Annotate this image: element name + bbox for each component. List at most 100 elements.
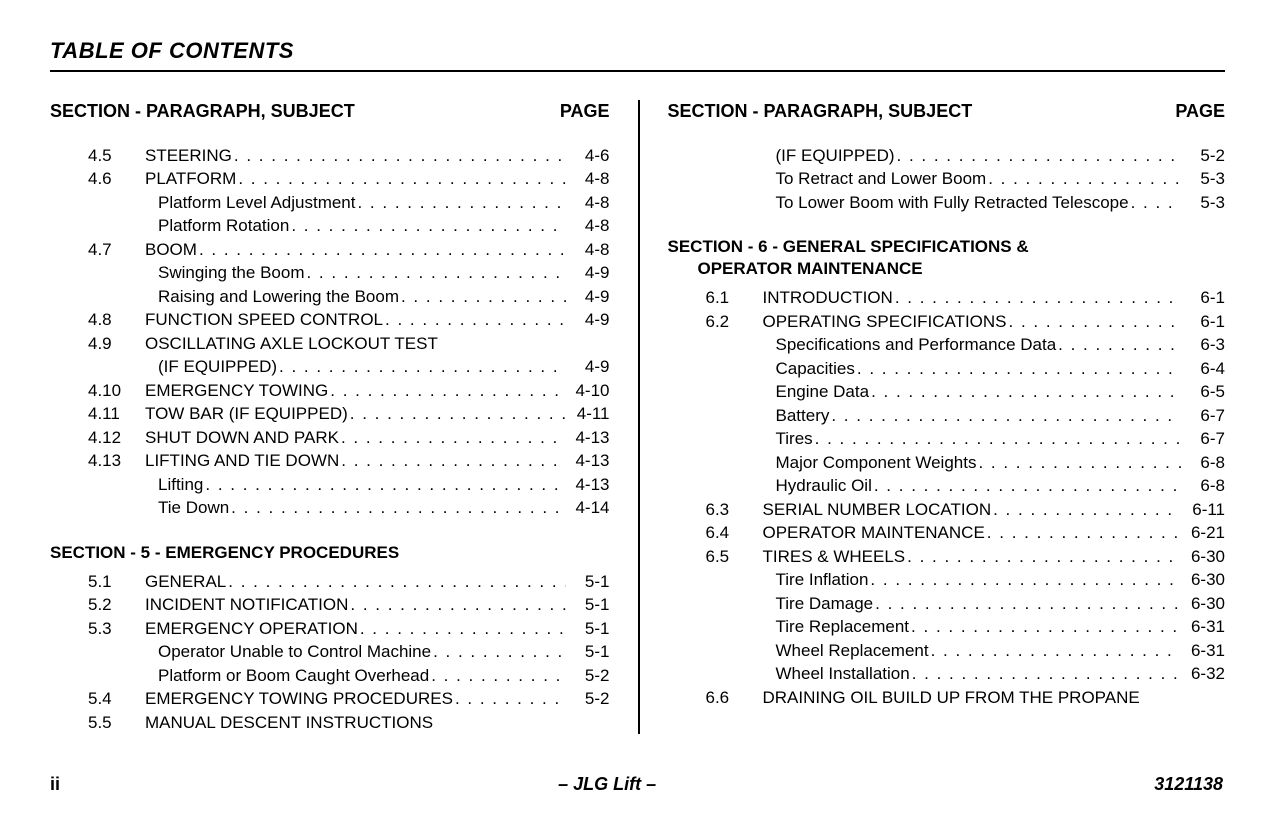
entry-label: Hydraulic Oil xyxy=(776,474,872,498)
entry-page: 4-9 xyxy=(566,308,610,332)
toc-entry: 4.10EMERGENCY TOWING. . . . . . . . . . … xyxy=(50,379,610,403)
column-header: SECTION - PARAGRAPH, SUBJECT PAGE xyxy=(668,100,1226,124)
entry-label: INTRODUCTION xyxy=(763,286,893,310)
entry-page: 6-3 xyxy=(1181,333,1225,357)
entry-label: To Lower Boom with Fully Retracted Teles… xyxy=(776,191,1129,215)
entry-number: 6.4 xyxy=(668,521,763,545)
leader-dots: . . . . . . . . . . . . . . . . . . . . … xyxy=(277,355,565,379)
entry-page: 6-7 xyxy=(1181,427,1225,451)
entry-label: To Retract and Lower Boom xyxy=(776,167,987,191)
section-heading-line1: SECTION - 6 - GENERAL SPECIFICATIONS & xyxy=(668,237,1029,256)
toc-subentry: Engine Data. . . . . . . . . . . . . . .… xyxy=(668,380,1226,404)
entry-page: 4-13 xyxy=(566,449,610,473)
entry-page: 5-2 xyxy=(566,687,610,711)
entry-number: 6.1 xyxy=(668,286,763,310)
leader-dots: . . . . . . . . . . . . . . . . . . . . … xyxy=(232,144,566,168)
toc-subentry: Wheel Installation. . . . . . . . . . . … xyxy=(668,662,1226,686)
left-column: SECTION - PARAGRAPH, SUBJECT PAGE 4.5STE… xyxy=(50,100,638,734)
entry-page: 6-30 xyxy=(1181,545,1225,569)
entry-number: 4.7 xyxy=(50,238,145,262)
header-right: PAGE xyxy=(1175,100,1225,124)
leader-dots: . . . . . . . . . . . . . . . . . . . . … xyxy=(873,592,1181,616)
leader-dots: . . . . . . . . . . . . . . . . . . . . … xyxy=(399,285,566,309)
toc-entry: 4.11TOW BAR (IF EQUIPPED). . . . . . . .… xyxy=(50,402,610,426)
entry-page: 6-31 xyxy=(1181,615,1225,639)
entry-page: 4-9 xyxy=(566,355,610,379)
entry-page: 6-30 xyxy=(1181,568,1225,592)
entry-number: 4.13 xyxy=(50,449,145,473)
toc-subentry: Wheel Replacement. . . . . . . . . . . .… xyxy=(668,639,1226,663)
entry-label: Tie Down xyxy=(158,496,229,520)
entry-label: FUNCTION SPEED CONTROL xyxy=(145,308,383,332)
leader-dots: . . . . . . . . . . . . . . . . . . . . … xyxy=(893,286,1181,310)
entry-label: Battery xyxy=(776,404,830,428)
entry-page: 6-8 xyxy=(1181,474,1225,498)
toc-entry: 4.7BOOM. . . . . . . . . . . . . . . . .… xyxy=(50,238,610,262)
toc-subentry: Swinging the Boom. . . . . . . . . . . .… xyxy=(50,261,610,285)
entry-label: Specifications and Performance Data xyxy=(776,333,1057,357)
entry-page: 5-3 xyxy=(1181,191,1225,215)
entry-label: Tire Damage xyxy=(776,592,874,616)
toc-subentry: Tire Damage. . . . . . . . . . . . . . .… xyxy=(668,592,1226,616)
toc-subentry: (IF EQUIPPED). . . . . . . . . . . . . .… xyxy=(668,144,1226,168)
toc-subentry: Hydraulic Oil. . . . . . . . . . . . . .… xyxy=(668,474,1226,498)
footer: ii – JLG Lift – 3121138 xyxy=(50,774,1223,795)
leader-dots: . . . . . . . . . . . . . . . . . . . . … xyxy=(355,191,565,215)
toc-entry: 5.2INCIDENT NOTIFICATION. . . . . . . . … xyxy=(50,593,610,617)
entry-page: 5-1 xyxy=(566,593,610,617)
toc-entry: 6.5TIRES & WHEELS. . . . . . . . . . . .… xyxy=(668,545,1226,569)
entry-label: Tire Inflation xyxy=(776,568,869,592)
leader-dots: . . . . . . . . . . . . . . . . . . . . … xyxy=(872,474,1181,498)
leader-dots: . . . . . . . . . . . . . . . . . . . . … xyxy=(1129,191,1181,215)
entry-page: 6-1 xyxy=(1181,286,1225,310)
entry-number: 4.5 xyxy=(50,144,145,168)
entry-label: GENERAL xyxy=(145,570,226,594)
toc-entry: 4.5STEERING. . . . . . . . . . . . . . .… xyxy=(50,144,610,168)
entry-page: 6-8 xyxy=(1181,451,1225,475)
toc-entry: 4.8FUNCTION SPEED CONTROL. . . . . . . .… xyxy=(50,308,610,332)
leader-dots: . . . . . . . . . . . . . . . . . . . . … xyxy=(895,144,1181,168)
toc-subentry: Tires. . . . . . . . . . . . . . . . . .… xyxy=(668,427,1226,451)
footer-page-roman: ii xyxy=(50,774,60,795)
entry-label: Operator Unable to Control Machine xyxy=(158,640,431,664)
toc-entry: 6.1INTRODUCTION. . . . . . . . . . . . .… xyxy=(668,286,1226,310)
leader-dots: . . . . . . . . . . . . . . . . . . . . … xyxy=(453,687,566,711)
entry-page: 4-8 xyxy=(566,191,610,215)
entry-page: 4-9 xyxy=(566,285,610,309)
entry-number: 5.5 xyxy=(50,711,145,735)
toc-entry: 5.5MANUAL DESCENT INSTRUCTIONS xyxy=(50,711,610,735)
entry-label: TIRES & WHEELS xyxy=(763,545,906,569)
entry-label: EMERGENCY OPERATION xyxy=(145,617,358,641)
header-right: PAGE xyxy=(560,100,610,124)
entry-number: 5.3 xyxy=(50,617,145,641)
entry-page: 4-9 xyxy=(566,261,610,285)
header-left: SECTION - PARAGRAPH, SUBJECT xyxy=(50,100,355,124)
toc-subentry: Tie Down. . . . . . . . . . . . . . . . … xyxy=(50,496,610,520)
entry-label: OSCILLATING AXLE LOCKOUT TEST xyxy=(145,332,438,356)
leader-dots: . . . . . . . . . . . . . . . . . . . . … xyxy=(358,617,566,641)
entry-number: 4.6 xyxy=(50,167,145,191)
toc-entry: 5.1GENERAL. . . . . . . . . . . . . . . … xyxy=(50,570,610,594)
toc-subentry: Major Component Weights. . . . . . . . .… xyxy=(668,451,1226,475)
entry-number: 4.10 xyxy=(50,379,145,403)
toc-subentry: To Lower Boom with Fully Retracted Teles… xyxy=(668,191,1226,215)
entry-page: 4-8 xyxy=(566,214,610,238)
toc-block: 4.5STEERING. . . . . . . . . . . . . . .… xyxy=(50,144,610,520)
leader-dots: . . . . . . . . . . . . . . . . . . . . … xyxy=(905,545,1181,569)
columns: SECTION - PARAGRAPH, SUBJECT PAGE 4.5STE… xyxy=(50,100,1225,734)
entry-page: 4-14 xyxy=(566,496,610,520)
leader-dots: . . . . . . . . . . . . . . . . . . . . … xyxy=(431,640,565,664)
toc-subentry: Platform Rotation. . . . . . . . . . . .… xyxy=(50,214,610,238)
entry-page: 5-3 xyxy=(1181,167,1225,191)
toc-entry: 6.2OPERATING SPECIFICATIONS. . . . . . .… xyxy=(668,310,1226,334)
toc-subentry: Tire Replacement. . . . . . . . . . . . … xyxy=(668,615,1226,639)
leader-dots: . . . . . . . . . . . . . . . . . . . . … xyxy=(869,380,1181,404)
toc-subentry: Specifications and Performance Data. . .… xyxy=(668,333,1226,357)
entry-page: 4-13 xyxy=(566,473,610,497)
entry-label: Capacities xyxy=(776,357,855,381)
entry-page: 6-5 xyxy=(1181,380,1225,404)
entry-number: 5.4 xyxy=(50,687,145,711)
entry-label: Swinging the Boom xyxy=(158,261,304,285)
leader-dots: . . . . . . . . . . . . . . . . . . . . … xyxy=(229,496,565,520)
entry-page: 6-32 xyxy=(1181,662,1225,686)
